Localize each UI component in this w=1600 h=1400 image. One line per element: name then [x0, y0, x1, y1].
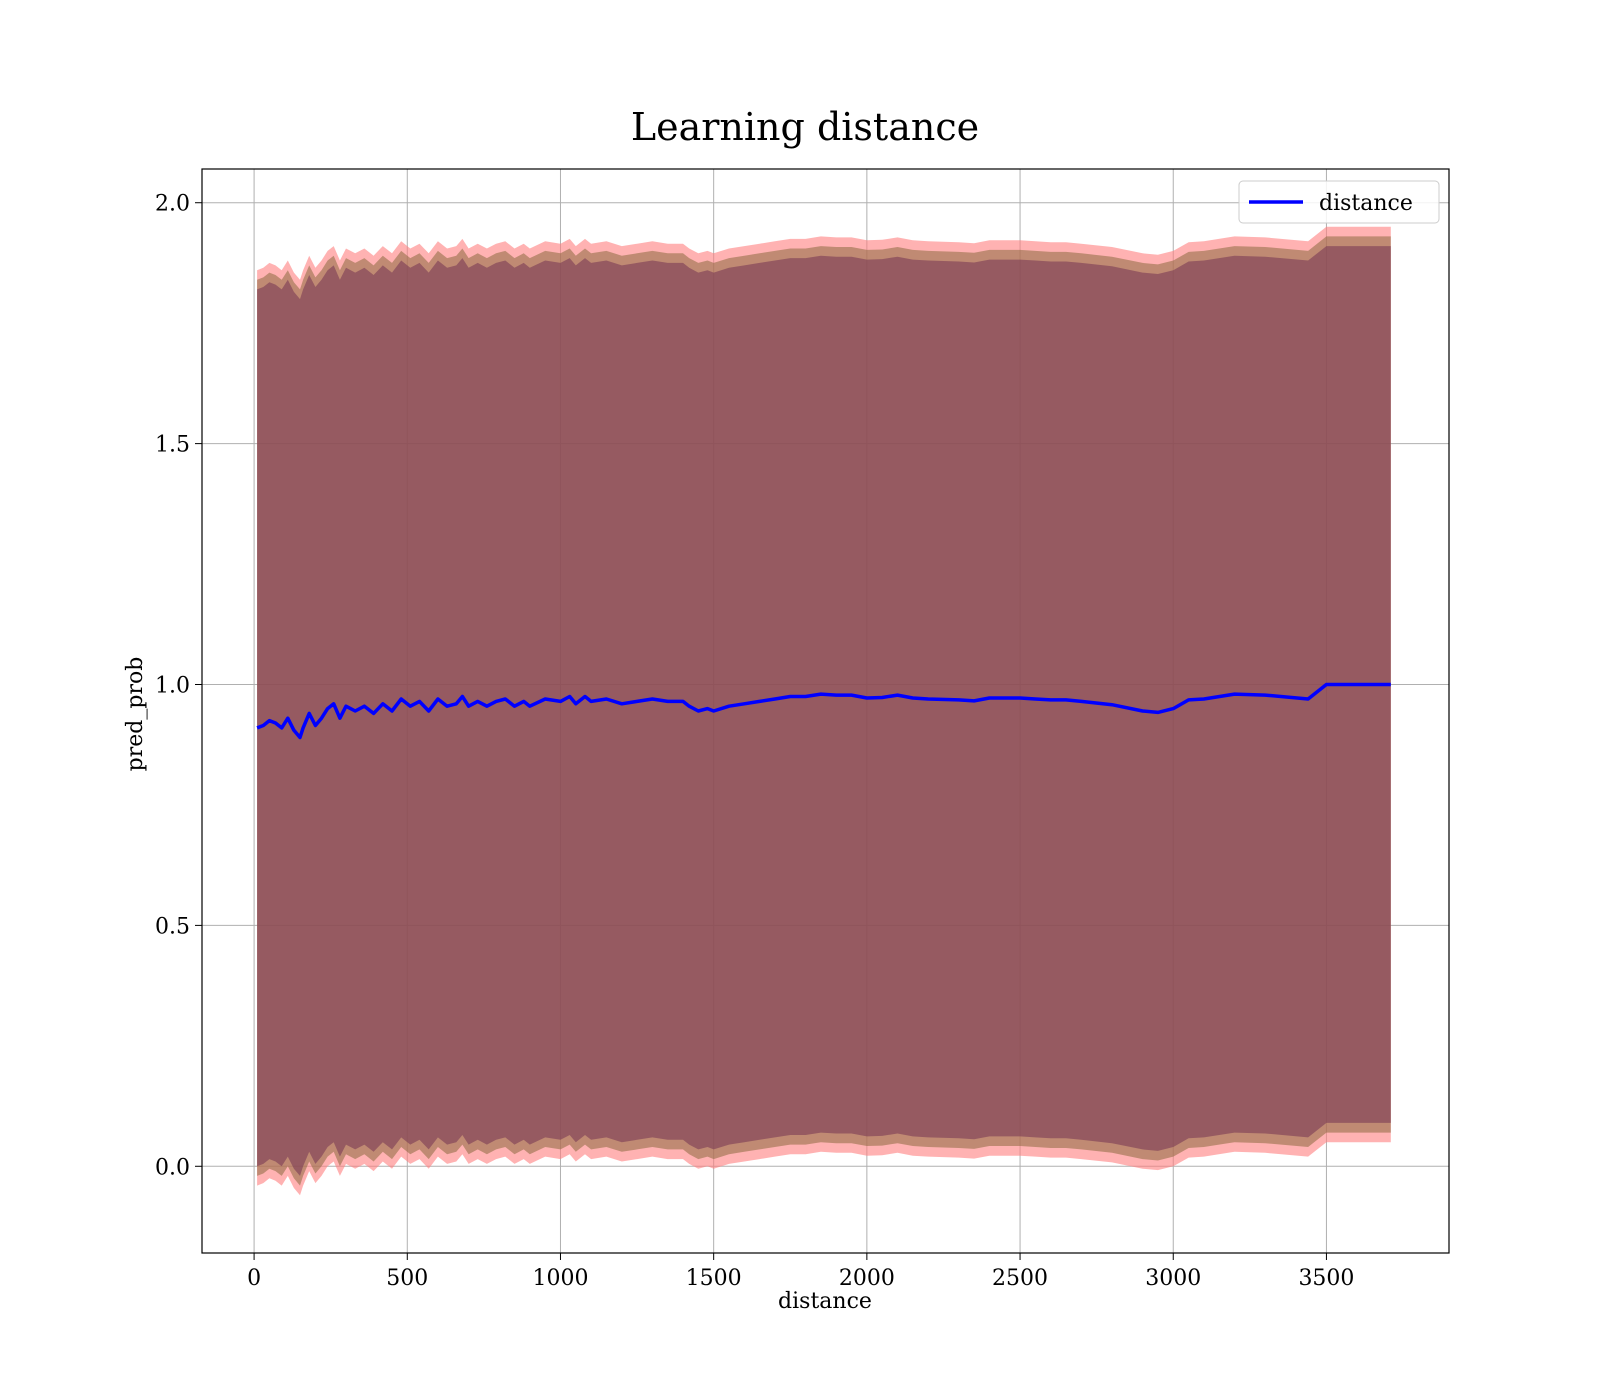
- y-tick-label-1: 0.5: [155, 914, 190, 939]
- x-axis-label: distance: [778, 1289, 872, 1314]
- legend: distance: [1238, 180, 1440, 224]
- y-tick-label-3: 1.5: [155, 433, 190, 458]
- x-tick-label-6: 3000: [1145, 1266, 1201, 1291]
- legend-label-distance: distance: [1319, 191, 1413, 216]
- y-tick-label-4: 2.0: [155, 192, 190, 217]
- x-tick-label-5: 2500: [992, 1266, 1048, 1291]
- x-tick-label-0: 0: [247, 1266, 261, 1291]
- y-tick-label-0: 0.0: [155, 1155, 190, 1180]
- x-tick-label-4: 2000: [839, 1266, 895, 1291]
- chart-title: Learning distance: [631, 105, 979, 149]
- legend-box: [1238, 180, 1440, 224]
- x-tick-label-2: 1000: [532, 1266, 588, 1291]
- x-tick-label-7: 3500: [1298, 1266, 1354, 1291]
- series-line-distance: [256, 682, 1391, 740]
- x-tick-label-3: 1500: [686, 1266, 742, 1291]
- y-tick-label-2: 1.0: [155, 674, 190, 699]
- x-tick-label-1: 500: [386, 1266, 428, 1291]
- plot-frame: [201, 168, 1450, 1254]
- confidence-band-2: [257, 246, 1391, 1176]
- y-axis-label: pred_prob: [123, 657, 148, 772]
